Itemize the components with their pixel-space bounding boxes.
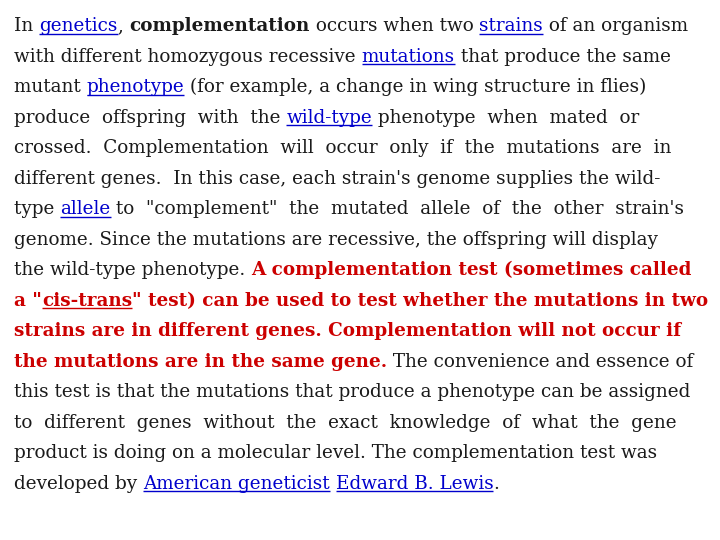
Text: the wild-type phenotype.: the wild-type phenotype.: [14, 261, 251, 279]
Text: to  different  genes  without  the  exact  knowledge  of  what  the  gene: to different genes without the exact kno…: [14, 414, 677, 431]
Text: type: type: [14, 200, 60, 218]
Text: A complementation test (sometimes called: A complementation test (sometimes called: [251, 261, 691, 279]
Text: strains are in different genes. Complementation will not occur if: strains are in different genes. Compleme…: [14, 322, 681, 340]
Text: allele: allele: [60, 200, 110, 218]
Text: this test is that the mutations that produce a phenotype can be assigned: this test is that the mutations that pro…: [14, 383, 690, 401]
Text: a ": a ": [14, 292, 42, 310]
Text: mutant: mutant: [14, 78, 86, 96]
Text: complementation: complementation: [130, 17, 310, 35]
Text: product is doing on a molecular level. The complementation test was: product is doing on a molecular level. T…: [14, 444, 657, 462]
Text: .: .: [493, 475, 499, 492]
Text: occurs when two: occurs when two: [310, 17, 480, 35]
Text: " test) can be used to test whether the mutations in two: " test) can be used to test whether the …: [132, 292, 708, 310]
Text: strains: strains: [480, 17, 543, 35]
Text: (for example, a change in wing structure in flies): (for example, a change in wing structure…: [184, 78, 647, 96]
Text: cis-trans: cis-trans: [42, 292, 132, 310]
Text: to  "complement"  the  mutated  allele  of  the  other  strain's: to "complement" the mutated allele of th…: [110, 200, 685, 218]
Text: wild-type: wild-type: [287, 109, 372, 127]
Text: In: In: [14, 17, 39, 35]
Text: ,: ,: [117, 17, 130, 35]
Text: crossed.  Complementation  will  occur  only  if  the  mutations  are  in: crossed. Complementation will occur only…: [14, 139, 671, 157]
Text: different genes.  In this case, each strain's genome supplies the wild-: different genes. In this case, each stra…: [14, 170, 660, 188]
Text: phenotype: phenotype: [86, 78, 184, 96]
Text: phenotype  when  mated  or: phenotype when mated or: [372, 109, 639, 127]
Text: mutations: mutations: [361, 48, 454, 66]
Text: produce  offspring  with  the: produce offspring with the: [14, 109, 287, 127]
Text: developed by: developed by: [14, 475, 143, 492]
Text: American geneticist: American geneticist: [143, 475, 330, 492]
Text: The convenience and essence of: The convenience and essence of: [387, 353, 693, 370]
Text: genetics: genetics: [39, 17, 117, 35]
Text: that produce the same: that produce the same: [454, 48, 670, 66]
Text: genome. Since the mutations are recessive, the offspring will display: genome. Since the mutations are recessiv…: [14, 231, 658, 249]
Text: of an organism: of an organism: [543, 17, 688, 35]
Text: the mutations are in the same gene.: the mutations are in the same gene.: [14, 353, 387, 370]
Text: with different homozygous recessive: with different homozygous recessive: [14, 48, 361, 66]
Text: Edward B. Lewis: Edward B. Lewis: [336, 475, 493, 492]
